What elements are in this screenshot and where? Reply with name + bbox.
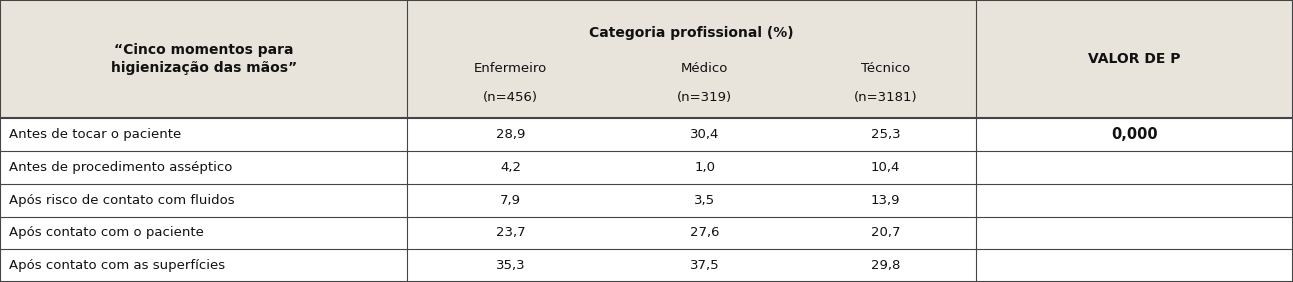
Text: Categoria profissional (%): Categoria profissional (%): [590, 26, 794, 40]
Text: Após risco de contato com fluidos: Após risco de contato com fluidos: [9, 194, 234, 207]
Text: Médico: Médico: [681, 62, 728, 75]
Text: Antes de procedimento asséptico: Antes de procedimento asséptico: [9, 161, 233, 174]
Text: Antes de tocar o paciente: Antes de tocar o paciente: [9, 128, 181, 141]
Text: 25,3: 25,3: [871, 128, 900, 141]
Text: 0,000: 0,000: [1111, 127, 1159, 142]
Text: 7,9: 7,9: [500, 194, 521, 207]
Text: 28,9: 28,9: [497, 128, 525, 141]
Bar: [0, 0, 1293, 118]
Text: 27,6: 27,6: [690, 226, 719, 239]
Text: 13,9: 13,9: [871, 194, 900, 207]
Text: 10,4: 10,4: [871, 161, 900, 174]
Text: 20,7: 20,7: [871, 226, 900, 239]
Text: 23,7: 23,7: [497, 226, 525, 239]
Text: Após contato com as superfícies: Após contato com as superfícies: [9, 259, 225, 272]
Text: 1,0: 1,0: [694, 161, 715, 174]
Bar: [0, 118, 1293, 282]
Text: (n=319): (n=319): [678, 91, 732, 103]
Text: VALOR DE P: VALOR DE P: [1089, 52, 1181, 66]
Text: (n=456): (n=456): [484, 91, 538, 103]
Text: 29,8: 29,8: [871, 259, 900, 272]
Text: 30,4: 30,4: [690, 128, 719, 141]
Text: Técnico: Técnico: [861, 62, 910, 75]
Text: Enfermeiro: Enfermeiro: [475, 62, 547, 75]
Text: 35,3: 35,3: [497, 259, 525, 272]
Text: 3,5: 3,5: [694, 194, 715, 207]
Text: “Cinco momentos para
higienização das mãos”: “Cinco momentos para higienização das mã…: [111, 43, 296, 75]
Text: (n=3181): (n=3181): [853, 91, 918, 103]
Text: Após contato com o paciente: Após contato com o paciente: [9, 226, 204, 239]
Text: 4,2: 4,2: [500, 161, 521, 174]
Text: 37,5: 37,5: [690, 259, 719, 272]
